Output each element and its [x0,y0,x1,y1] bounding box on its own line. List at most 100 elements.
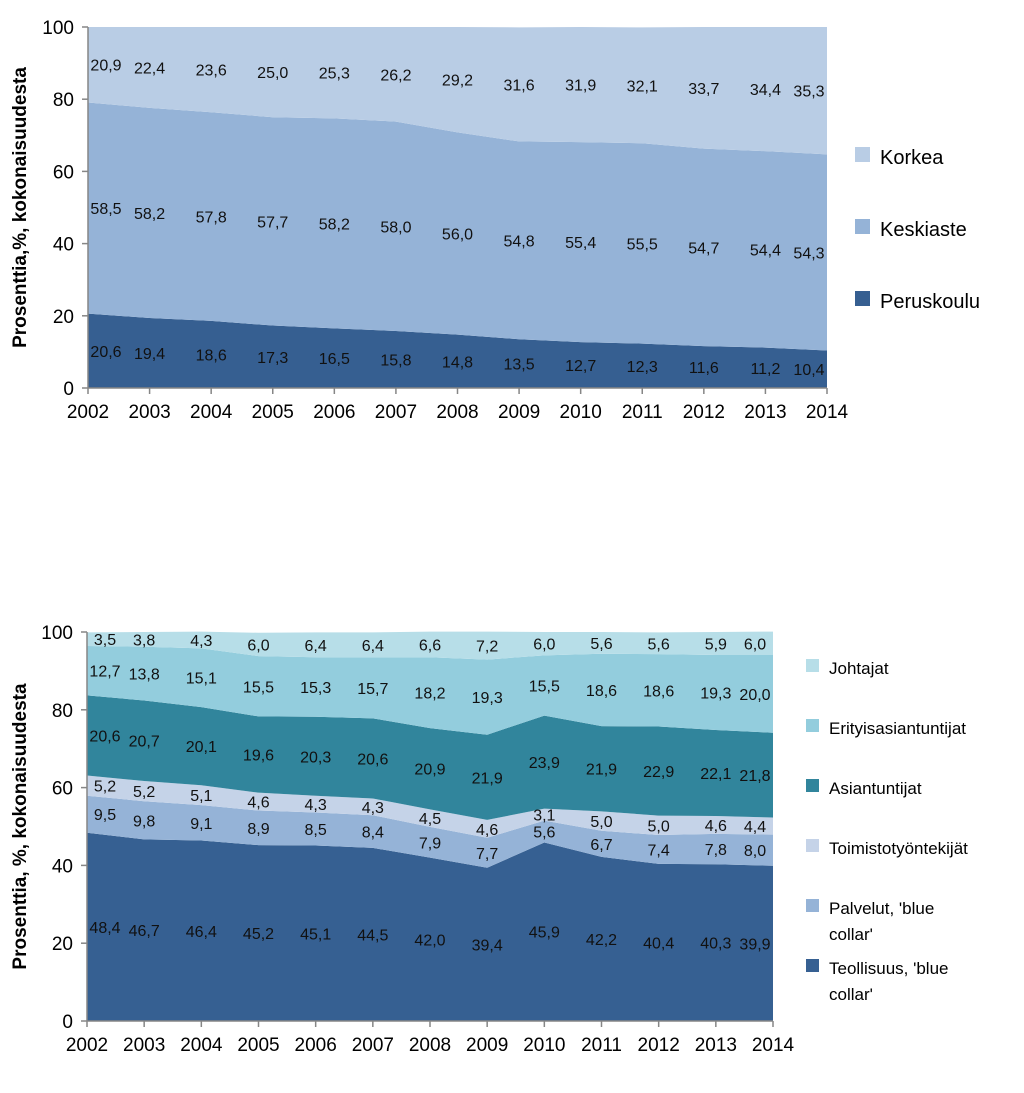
data-label-keskiaste-2012: 54,7 [688,240,719,257]
data-label-korkea-2013: 34,4 [750,82,781,99]
y-tick-label-80: 80 [53,90,74,111]
legend-label: Johtajat [829,659,889,678]
area-series-toimistoty-ntekij-t [87,775,773,838]
legend-swatch [806,959,819,972]
area-series-palvelut-blue-collar [87,795,773,868]
data-label-erityisasiantuntijat-2014: 20,0 [739,687,770,704]
data-label-asiantuntijat-2002: 20,6 [89,728,120,745]
legend-swatch [806,839,819,852]
data-label-toimistoty-ntekij-t-2006: 4,3 [305,797,327,814]
y-tick-label-60: 60 [53,162,74,183]
data-label-korkea-2005: 25,0 [257,65,288,82]
data-label-korkea-2004: 23,6 [196,63,227,80]
data-label-erityisasiantuntijat-2010: 15,5 [529,678,560,695]
data-label-teollisuus-blue-collar-2007: 44,5 [357,927,388,944]
legend-item-erityisasiantuntijat: Erityisasiantuntijat [806,719,966,738]
data-label-erityisasiantuntijat-2006: 15,3 [300,680,331,697]
data-label-toimistoty-ntekij-t-2005: 4,6 [247,795,269,812]
data-label-keskiaste-2014: 54,3 [793,245,824,262]
legend-item-johtajat: Johtajat [806,659,889,678]
data-label-johtajat-2006: 6,4 [305,638,327,655]
x-tick-label-2009: 2009 [498,402,540,423]
data-label-keskiaste-2007: 58,0 [380,219,411,236]
data-label-peruskoulu-2002: 20,6 [90,344,121,361]
data-label-toimistoty-ntekij-t-2014: 4,4 [744,819,766,836]
data-label-erityisasiantuntijat-2002: 12,7 [89,664,120,681]
data-label-asiantuntijat-2009: 21,9 [472,770,503,787]
data-label-johtajat-2008: 6,6 [419,637,441,654]
data-label-peruskoulu-2014: 10,4 [793,362,824,379]
x-tick-label-2006: 2006 [295,1035,337,1056]
x-tick-label-2003: 2003 [128,402,170,423]
data-label-asiantuntijat-2004: 20,1 [186,739,217,756]
data-label-peruskoulu-2010: 12,7 [565,358,596,375]
data-label-johtajat-2007: 6,4 [362,638,384,655]
data-label-toimistoty-ntekij-t-2008: 4,5 [419,811,441,828]
data-label-asiantuntijat-2010: 23,9 [529,755,560,772]
data-label-asiantuntijat-2007: 20,6 [357,751,388,768]
x-tick-label-2006: 2006 [313,402,355,423]
x-tick-label-2013: 2013 [744,402,786,423]
data-label-johtajat-2005: 6,0 [247,637,269,654]
data-label-korkea-2007: 26,2 [380,67,411,84]
legend-label: Peruskoulu [880,291,980,313]
data-label-teollisuus-blue-collar-2006: 45,1 [300,926,331,943]
y-tick-label-0: 0 [62,1012,73,1033]
area-series-teollisuus-blue-collar [87,832,773,1021]
data-label-erityisasiantuntijat-2007: 15,7 [357,681,388,698]
legend-item-peruskoulu: Peruskoulu [855,291,980,313]
data-label-keskiaste-2006: 58,2 [319,216,350,233]
data-label-erityisasiantuntijat-2009: 19,3 [472,690,503,707]
data-label-teollisuus-blue-collar-2004: 46,4 [186,924,217,941]
data-label-johtajat-2012: 5,6 [648,636,670,653]
chart-education-level: 20,6 19,4 18,6 17,3 16,5 15,8 14,8 13,5 12,7 12,3… [0,0,1024,440]
x-tick-label-2009: 2009 [466,1035,508,1056]
legend-item-keskiaste: Keskiaste [855,219,967,241]
x-tick-label-2002: 2002 [67,402,109,423]
data-label-erityisasiantuntijat-2004: 15,1 [186,671,217,688]
data-label-asiantuntijat-2014: 21,8 [739,768,770,785]
data-label-peruskoulu-2013: 11,2 [750,361,780,378]
data-label-palvelut-blue-collar-2008: 7,9 [419,835,441,852]
x-tick-label-2011: 2011 [581,1035,622,1056]
legend-label: Korkea [880,147,944,169]
legend-item-asiantuntijat: Asiantuntijat [806,779,922,798]
data-label-toimistoty-ntekij-t-2013: 4,6 [705,818,727,835]
x-tick-label-2014: 2014 [806,402,849,423]
data-label-teollisuus-blue-collar-2009: 39,4 [472,937,503,954]
y-tick-label-40: 40 [52,856,73,877]
data-label-johtajat-2010: 6,0 [533,637,555,654]
data-label-johtajat-2003: 3,8 [133,632,155,649]
data-label-asiantuntijat-2006: 20,3 [300,749,331,766]
chart2-svg: 48,4 46,7 46,4 45,2 45,1 44,5 42,0 39,4 45,9 42,2… [10,623,968,1056]
y-tick-label-20: 20 [53,307,74,328]
x-tick-label-2005: 2005 [237,1035,279,1056]
area-series-erityisasiantuntijat [87,646,773,735]
data-label-johtajat-2009: 7,2 [476,639,498,656]
legend-label: Palvelut, 'blue [829,899,934,918]
data-label-toimistoty-ntekij-t-2007: 4,3 [362,800,384,817]
y-tick-label-40: 40 [53,235,74,256]
x-tick-label-2012: 2012 [683,402,725,423]
data-label-teollisuus-blue-collar-2014: 39,9 [739,936,770,953]
data-label-korkea-2002: 20,9 [90,58,121,75]
legend-swatch [855,219,870,234]
area-series-asiantuntijat [87,695,773,820]
area-series-korkea [88,27,827,155]
data-label-johtajat-2002: 3,5 [94,632,116,649]
data-label-teollisuus-blue-collar-2003: 46,7 [129,923,160,940]
data-label-palvelut-blue-collar-2003: 9,8 [133,813,155,830]
data-label-erityisasiantuntijat-2005: 15,5 [243,679,274,696]
x-tick-label-2007: 2007 [375,402,417,423]
data-label-korkea-2011: 32,1 [627,78,658,95]
data-label-palvelut-blue-collar-2007: 8,4 [362,825,384,842]
data-label-korkea-2014: 35,3 [793,84,824,101]
data-label-teollisuus-blue-collar-2008: 42,0 [414,932,445,949]
data-label-korkea-2003: 22,4 [134,60,165,77]
data-label-toimistoty-ntekij-t-2002: 5,2 [94,779,116,796]
data-label-asiantuntijat-2012: 22,9 [643,764,674,781]
data-label-teollisuus-blue-collar-2010: 45,9 [529,925,560,942]
data-label-peruskoulu-2012: 11,6 [689,360,719,377]
data-label-keskiaste-2005: 57,7 [257,214,288,231]
legend-swatch [855,147,870,162]
